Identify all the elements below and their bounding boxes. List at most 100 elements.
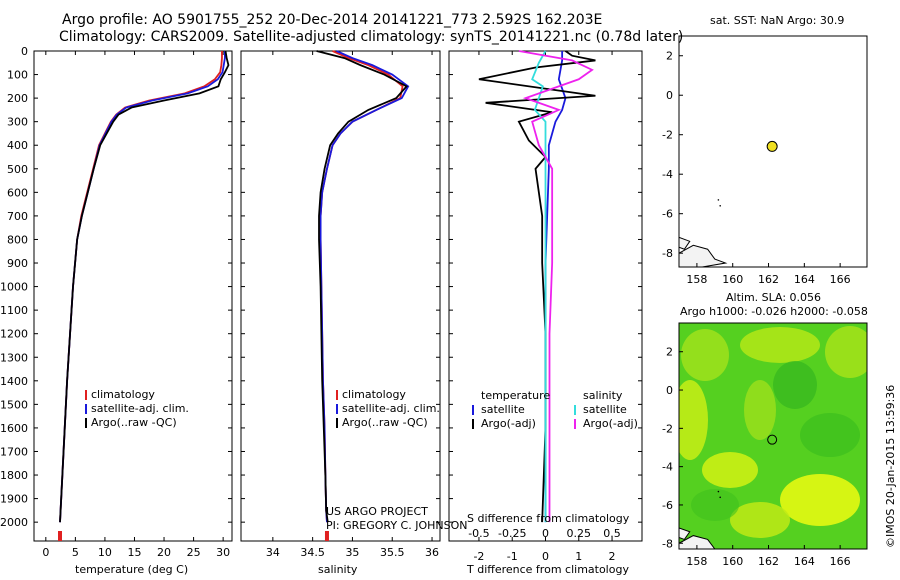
- imos-watermark: ©IMOS 20-Jan-2015 13:59:36: [884, 384, 897, 548]
- temperature-series-satelliteadjclim: [59, 51, 226, 523]
- depth-tick-label: 1800: [0, 469, 28, 482]
- island-icon: [679, 535, 717, 549]
- salinity-frame: [240, 50, 441, 542]
- depth-tick-label: 1500: [0, 398, 28, 411]
- difference-xtick-label: 0: [542, 550, 549, 563]
- sla-map-ytick-label: 0: [666, 384, 673, 397]
- depth-tick-label: 1200: [0, 328, 28, 341]
- temperature-xtick-label: 5: [72, 546, 79, 559]
- temperature-bottom-marker: [58, 531, 63, 541]
- temperature-xtick-label: 20: [157, 546, 171, 559]
- island-icon: [679, 527, 691, 541]
- depth-tick-label: 500: [7, 163, 28, 176]
- difference-xlabel-top: S difference from climatology: [467, 512, 630, 525]
- depth-tick-label: 1900: [0, 493, 28, 506]
- sst-map-ytick-label: 0: [666, 89, 673, 102]
- depth-tick-label: 1100: [0, 304, 28, 317]
- depth-tick-label: 800: [7, 233, 28, 246]
- difference-series-targoadj: [478, 50, 596, 523]
- sst-map-ytick-label: -6: [662, 208, 673, 221]
- legend-label: satellite: [481, 403, 525, 416]
- sla-map-ytick-label: 2: [666, 346, 673, 359]
- legend-label: Argo(-adj): [481, 417, 536, 430]
- sla-heatmap: [679, 323, 867, 549]
- atoll-icon: [717, 490, 720, 493]
- sla-map-xtick-label: 160: [722, 555, 743, 568]
- sst-map-content: [679, 199, 728, 267]
- legend-label: satellite-adj. clim.: [91, 402, 189, 415]
- legend-header-temperature: temperature: [481, 389, 550, 402]
- sst-map-ytick-label: -2: [662, 129, 673, 142]
- sla-map-ytick-label: -2: [662, 422, 673, 435]
- plot-layer: 0 5 10 15 20 25 300100200300400500600700800900…: [0, 35, 868, 568]
- sla-map-ytick-label: -6: [662, 499, 673, 512]
- sst-map-frame: [678, 35, 868, 268]
- difference-series-sargoadj: [518, 50, 594, 523]
- island-icon: [679, 236, 691, 250]
- temperature-xtick-label: 0: [42, 546, 49, 559]
- sst-map-xtick-label: 158: [686, 273, 707, 286]
- sla-map-title-line1: Altim. SLA: 0.056: [726, 291, 822, 304]
- depth-tick-label: 1700: [0, 445, 28, 458]
- sst-map-ytick-label: -8: [662, 247, 673, 260]
- temperature-xtick-label: 25: [187, 546, 201, 559]
- depth-tick-label: 300: [7, 116, 28, 129]
- depth-tick-label: 400: [7, 139, 28, 152]
- sst-map-xtick-label: 162: [758, 273, 779, 286]
- depth-tick-label: 100: [7, 69, 28, 82]
- salinity-xtick-label: 34.5: [300, 546, 325, 559]
- temperature-series-argorawqc: [59, 50, 230, 523]
- legend-label: climatology: [91, 388, 155, 401]
- difference-salinity-tick-label: 0.25: [567, 527, 592, 540]
- atoll-icon: [717, 199, 720, 201]
- sst-map-ytick-label: 2: [666, 50, 673, 63]
- salinity-xtick-label: 35: [345, 546, 359, 559]
- sla-map-xtick-label: 166: [830, 555, 851, 568]
- temperature-xtick-label: 30: [216, 546, 230, 559]
- difference-salinity-tick-label: -0.25: [498, 527, 526, 540]
- atoll-icon: [719, 496, 721, 499]
- difference-salinity-tick-label: 0.5: [603, 527, 621, 540]
- legend-label: satellite: [583, 403, 627, 416]
- depth-tick-label: 2000: [0, 516, 28, 529]
- sst-map-title: sat. SST: NaN Argo: 30.9: [710, 14, 845, 27]
- difference-salinity-tick-label: 0: [542, 527, 549, 540]
- difference-xlabel: T difference from climatology: [467, 563, 629, 576]
- temperature-xtick-label: 10: [98, 546, 112, 559]
- float-location-marker: [767, 434, 778, 445]
- depth-tick-label: 1400: [0, 375, 28, 388]
- chart-title-line2: Climatology: CARS2009. Satellite-adjuste…: [59, 29, 684, 45]
- atoll-icon: [719, 204, 721, 207]
- difference-xtick-label: -2: [473, 550, 484, 563]
- difference-xtick-label: 2: [609, 550, 616, 563]
- salinity-series-climatology: [319, 50, 404, 523]
- depth-tick-label: 700: [7, 210, 28, 223]
- salinity-xtick-label: 35.5: [380, 546, 405, 559]
- project-label: US ARGO PROJECT: [326, 505, 428, 518]
- pi-label: PI: GREGORY C. JOHNSON: [326, 519, 468, 532]
- depth-tick-label: 900: [7, 257, 28, 270]
- difference-series-tsatellite: [544, 51, 567, 523]
- sla-map-ytick-label: -8: [662, 537, 673, 550]
- chart-title-line1: Argo profile: AO 5901755_252 20-Dec-2014…: [62, 12, 603, 28]
- float-location-marker: [766, 140, 778, 152]
- sla-map-ytick-label: -4: [662, 461, 673, 474]
- legend-label: climatology: [342, 388, 406, 401]
- depth-tick-label: 1600: [0, 422, 28, 435]
- temperature-xlabel: temperature (deg C): [75, 563, 189, 576]
- legend-header-salinity: salinity: [583, 389, 623, 402]
- difference-xtick-label: 1: [575, 550, 582, 563]
- sst-map-ytick-label: -4: [662, 168, 673, 181]
- sla-map-frame: [678, 322, 868, 550]
- depth-tick-label: 1000: [0, 281, 28, 294]
- temperature-frame: [33, 50, 233, 542]
- island-icon: [679, 244, 728, 267]
- salinity-bottom-marker: [324, 531, 329, 541]
- salinity-series-argorawqc: [316, 50, 408, 523]
- legend-label: Argo(..raw -QC): [342, 416, 428, 429]
- depth-tick-label: 0: [21, 45, 28, 58]
- difference-series-ssatellite: [531, 50, 547, 523]
- sla-map-title-line2: Argo h1000: -0.026 h2000: -0.058: [680, 305, 868, 318]
- salinity-xlabel: salinity: [318, 563, 358, 576]
